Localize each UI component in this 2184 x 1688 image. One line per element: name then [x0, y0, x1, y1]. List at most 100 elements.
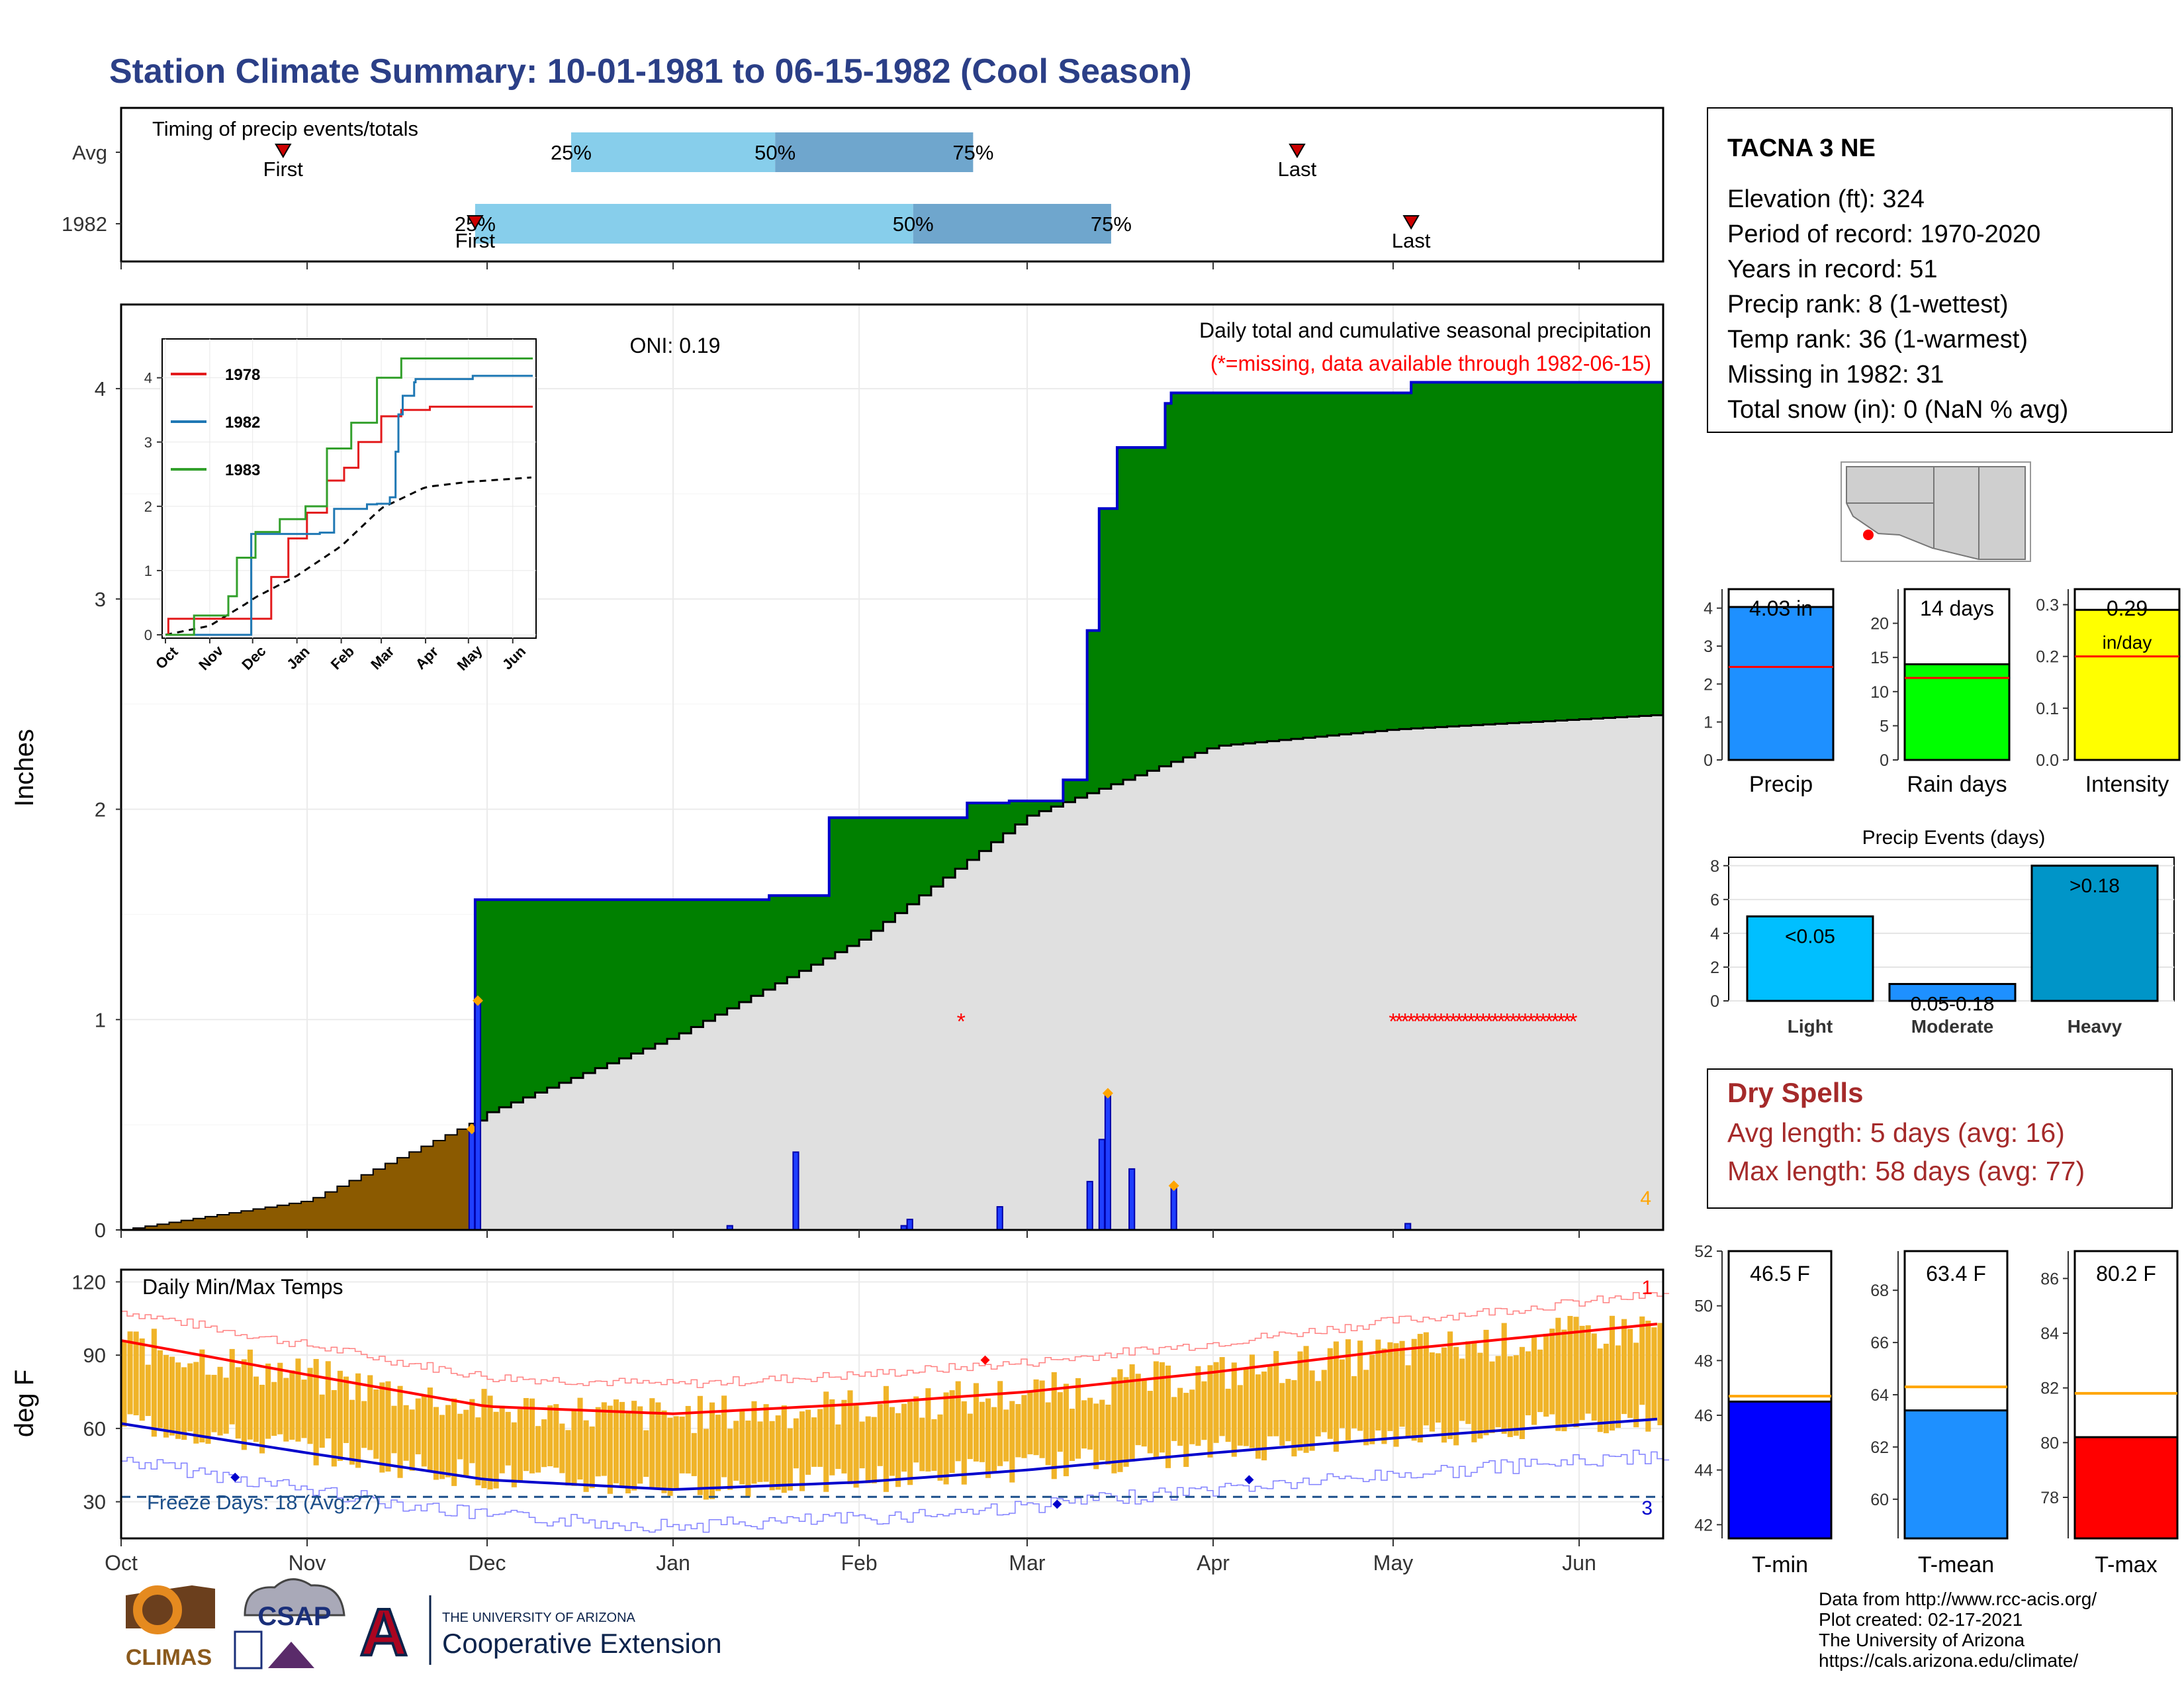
precip-y-tick-label: 1	[95, 1008, 106, 1031]
daily-temp-bar	[211, 1374, 217, 1432]
station-info-line: Precip rank: 8 (1-wettest)	[1727, 291, 2008, 318]
daily-temp-bar	[1543, 1333, 1549, 1417]
daily-temp-bar	[1519, 1346, 1525, 1439]
daily-temp-bar	[259, 1384, 265, 1454]
events-bar-Moderate	[1888, 982, 2017, 1002]
small-bar-y-tick-label: 1	[1704, 714, 1713, 732]
daily-temp-bar	[253, 1376, 259, 1442]
events-category-label: Light	[1788, 1016, 1833, 1037]
temp-bar-y-tick-label: 80	[2040, 1434, 2059, 1452]
daily-temp-bar	[175, 1362, 181, 1439]
record-low-line	[121, 1450, 1670, 1533]
temp-y-axis-label: deg F	[10, 1370, 39, 1437]
daily-temp-bar	[1567, 1315, 1573, 1424]
daily-temp-bar	[463, 1409, 469, 1476]
temp-bar-y-tick-label: 62	[1870, 1438, 1889, 1457]
daily-temp-bar	[727, 1429, 733, 1490]
temp-header: Daily Min/Max Temps	[142, 1275, 343, 1299]
avg-tmax-line	[120, 1323, 1658, 1415]
daily-temp-bar	[1549, 1329, 1555, 1415]
daily-temp-bar	[1513, 1355, 1519, 1436]
small-bar-y-tick-label: 4	[1704, 600, 1713, 618]
daily-temp-bar	[853, 1405, 859, 1488]
daily-precip-bar	[1128, 1168, 1136, 1231]
daily-temp-bar	[871, 1417, 877, 1483]
dry-spells-title: Dry Spells	[1727, 1077, 1863, 1108]
csap-logo-text: CSAP	[257, 1602, 331, 1631]
daily-temp-bar	[1591, 1333, 1597, 1421]
daily-temp-bar	[301, 1380, 307, 1438]
timing-first-marker	[275, 144, 292, 158]
timing-last-marker	[1402, 215, 1420, 230]
daily-temp-bar	[1603, 1343, 1609, 1434]
daily-temp-bar	[535, 1426, 541, 1473]
daily-temp-bar	[433, 1407, 439, 1480]
daily-temp-bar	[1441, 1347, 1447, 1443]
temp-bar-value-label: 46.5 F	[1750, 1262, 1810, 1286]
daily-temp-bar	[1225, 1388, 1231, 1442]
daily-temp-bar	[805, 1409, 811, 1475]
small-bar-category-label: Precip	[1749, 772, 1813, 797]
daily-temp-bar	[313, 1358, 319, 1466]
station-info-box: TACNA 3 NE Elevation (ft): 324 Period of …	[1707, 107, 2173, 433]
missing-data-marker: *	[1473, 1009, 1481, 1034]
daily-temp-bar	[1597, 1348, 1603, 1432]
small-bar-value-unit: in/day	[2103, 632, 2152, 653]
daily-temp-bar	[295, 1358, 301, 1442]
missing-data-marker: *	[1443, 1009, 1451, 1034]
daily-temp-bar	[205, 1374, 211, 1444]
daily-temp-bar	[811, 1417, 817, 1467]
daily-temp-bar	[775, 1415, 781, 1490]
daily-temp-bar	[1303, 1346, 1309, 1453]
missing-data-marker: *	[1449, 1009, 1457, 1034]
dry-spells-frame	[1707, 1068, 2173, 1209]
dry-spells-box: Dry Spells Avg length: 5 days (avg: 16) …	[1707, 1068, 2173, 1209]
daily-temp-bar	[373, 1389, 379, 1459]
daily-temp-bar	[451, 1398, 457, 1486]
daily-temp-bar	[1231, 1362, 1237, 1457]
daily-temp-bar	[757, 1421, 763, 1482]
dry-spells-avg: Avg length: 5 days (avg: 16)	[1727, 1117, 2065, 1148]
daily-temp-bar	[631, 1401, 637, 1491]
daily-precip-bar	[792, 1151, 799, 1231]
daily-temp-bar	[679, 1417, 685, 1474]
station-info-line: Elevation (ft): 324	[1727, 185, 1925, 213]
daily-temp-bar	[565, 1430, 571, 1486]
daily-record-marker	[1102, 1088, 1113, 1099]
small-bar-value-label: 14 days	[1920, 596, 1994, 620]
daily-temp-bar	[1045, 1402, 1051, 1466]
daily-temp-bar	[511, 1422, 517, 1487]
daily-temp-bar	[169, 1356, 175, 1436]
daily-temp-bar	[619, 1401, 625, 1487]
credit-line: https://cals.arizona.edu/climate/	[1819, 1650, 2078, 1671]
daily-temp-bar	[421, 1394, 427, 1467]
daily-precip-bar	[1086, 1180, 1093, 1231]
daily-temp-bar	[841, 1399, 847, 1474]
csap-mountain-icon	[268, 1642, 314, 1668]
events-bar-label: 0.05-0.18	[1911, 993, 1995, 1015]
daily-temp-bar	[265, 1363, 271, 1439]
small-bar-value-label: 4.03 in	[1749, 596, 1813, 620]
daily-temp-bar	[955, 1381, 961, 1462]
daily-temp-bar	[1345, 1339, 1351, 1440]
station-info-line: Years in record: 51	[1727, 256, 1938, 283]
daily-temp-bar	[781, 1405, 787, 1493]
daily-temp-bar	[1459, 1358, 1465, 1421]
daily-temp-bar	[1609, 1315, 1615, 1431]
temp-x-tick-label: Apr	[1197, 1551, 1230, 1575]
daily-temp-bar	[1021, 1395, 1027, 1458]
daily-temp-bar	[877, 1404, 883, 1466]
daily-temp-bar	[1645, 1321, 1651, 1432]
inset-y-tick-label: 2	[144, 498, 152, 515]
daily-temp-bar	[1147, 1391, 1153, 1454]
daily-temp-bar	[415, 1398, 421, 1454]
temp-x-tick-label: Dec	[469, 1551, 506, 1575]
temp-bar-T-mean	[1903, 1409, 2009, 1540]
average-cumulative-area	[474, 714, 1664, 1231]
temp-x-tick-label: Jun	[1562, 1551, 1596, 1575]
missing-data-marker: *	[1557, 1009, 1565, 1034]
daily-temp-bar	[1105, 1404, 1111, 1465]
timing-bar-late	[913, 204, 1111, 244]
missing-note: (*=missing, data available through 1982-…	[1210, 352, 1651, 375]
